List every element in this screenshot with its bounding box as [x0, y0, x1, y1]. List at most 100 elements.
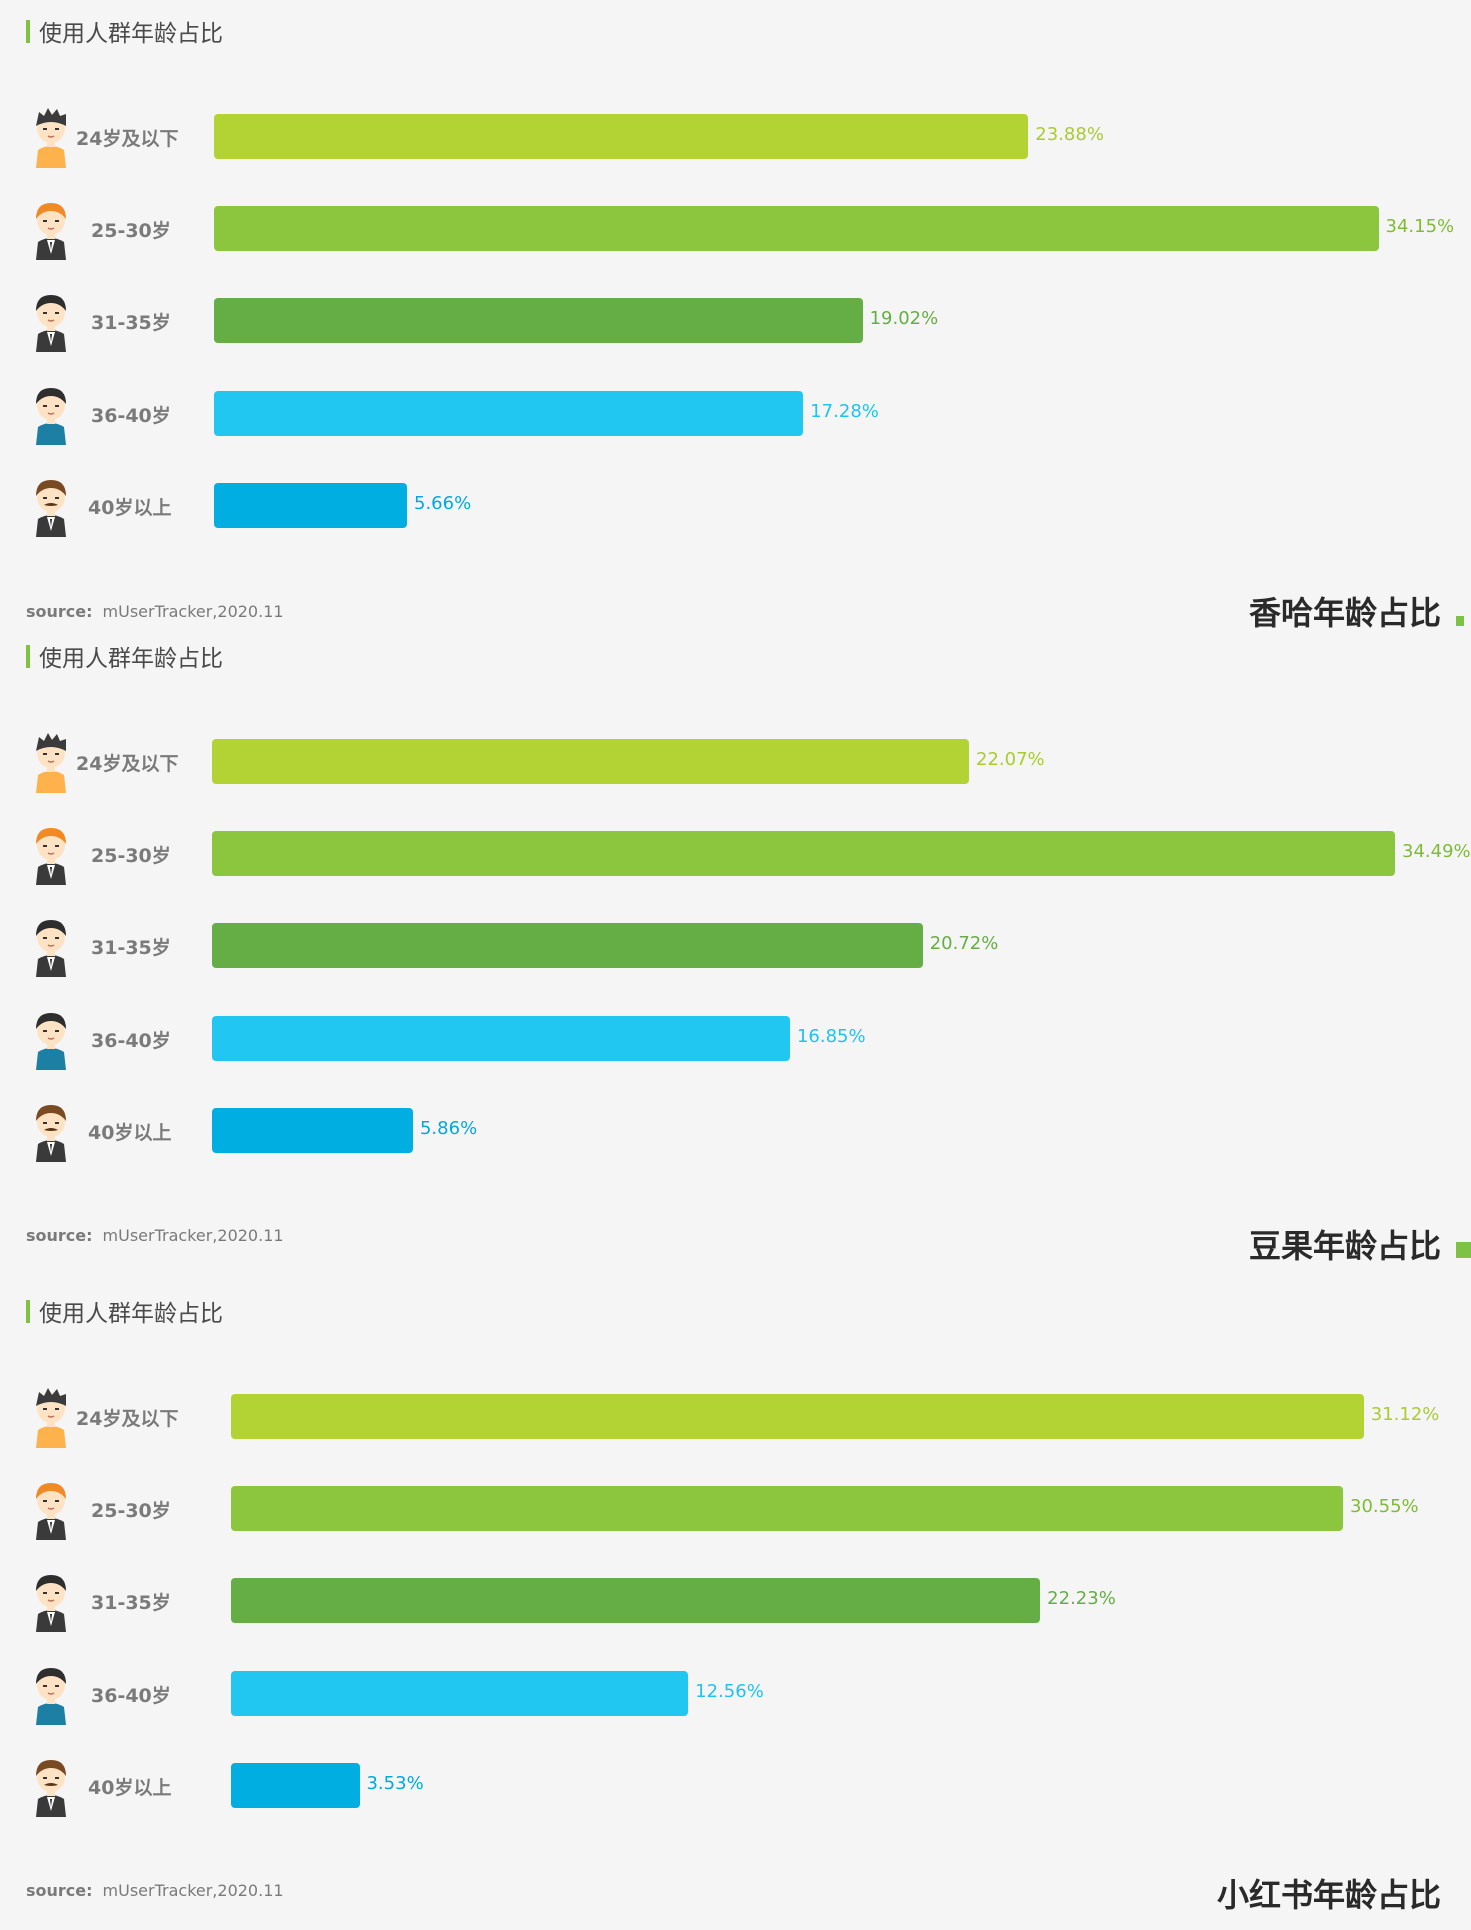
bar	[231, 1394, 1364, 1439]
value-label: 16.85%	[796, 1026, 866, 1047]
man-teal-shirt-icon	[36, 1013, 66, 1070]
edge-accent-mark	[1456, 1242, 1471, 1258]
section-title: 使用人群年龄占比	[39, 21, 223, 47]
value-label: 5.86%	[419, 1118, 478, 1139]
value-label: 19.02%	[869, 308, 939, 329]
section-header: 使用人群年龄占比	[26, 1294, 223, 1328]
bar	[214, 483, 407, 528]
bar-row: 25-30岁 34.49%	[0, 828, 1471, 885]
bar-row: 40岁以上 3.53%	[0, 1760, 1471, 1817]
bar-row: 25-30岁 30.55%	[0, 1483, 1471, 1540]
value-label: 20.72%	[929, 933, 999, 954]
value-label: 12.56%	[695, 1681, 764, 1702]
source-note: source: mUserTracker,2020.11	[26, 1226, 284, 1245]
bar	[212, 923, 923, 968]
source-text: mUserTracker,2020.11	[102, 1226, 284, 1245]
category-label: 40岁以上	[88, 497, 172, 519]
value-label: 22.07%	[976, 749, 1045, 770]
bar	[231, 1671, 689, 1716]
value-label: 34.15%	[1385, 216, 1455, 237]
boy-yellow-shirt-icon	[36, 1388, 66, 1448]
man-orange-hair-suit-icon	[36, 828, 66, 885]
category-label: 25-30岁	[91, 220, 171, 242]
bar	[214, 206, 1379, 251]
section-title: 使用人群年龄占比	[39, 646, 223, 672]
source-note: source: mUserTracker,2020.11	[26, 1881, 284, 1900]
category-label: 24岁及以下	[76, 1408, 179, 1430]
section-title: 使用人群年龄占比	[39, 1301, 223, 1327]
man-teal-shirt-icon	[36, 388, 66, 445]
category-label: 40岁以上	[88, 1777, 172, 1799]
category-label: 36-40岁	[91, 405, 171, 427]
man-dark-suit-icon	[36, 1575, 66, 1632]
header-accent-bar	[26, 19, 30, 43]
value-label: 17.28%	[810, 401, 879, 422]
bar-row: 40岁以上 5.66%	[0, 480, 1471, 537]
bar-row: 31-35岁 22.23%	[0, 1575, 1471, 1632]
man-mustache-suit-icon	[36, 1760, 66, 1817]
boy-yellow-shirt-icon	[36, 108, 66, 168]
bar	[214, 114, 1029, 159]
bar	[231, 1763, 360, 1808]
bar	[214, 298, 863, 343]
edge-accent-mark	[1456, 616, 1464, 626]
bar	[214, 391, 804, 436]
bar	[212, 1016, 790, 1061]
age-chart-panel: 使用人群年龄占比 24岁及以下 31.12% 25-30岁 30.55% 31-35岁 22…	[0, 1280, 1471, 1930]
value-label: 34.49%	[1402, 841, 1471, 862]
source-label: source:	[26, 1881, 93, 1900]
bar-row: 31-35岁 20.72%	[0, 920, 1471, 977]
chart-title: 豆果年龄占比	[1248, 1227, 1441, 1265]
bar	[212, 739, 969, 784]
header-accent-bar	[26, 1299, 30, 1323]
man-mustache-suit-icon	[36, 480, 66, 537]
category-label: 31-35岁	[91, 1592, 171, 1614]
source-label: source:	[26, 1226, 93, 1245]
man-dark-suit-icon	[36, 295, 66, 352]
category-label: 24岁及以下	[76, 753, 179, 775]
section-header: 使用人群年龄占比	[26, 14, 223, 48]
category-label: 24岁及以下	[76, 128, 179, 150]
bar	[212, 1108, 413, 1153]
category-label: 25-30岁	[91, 845, 171, 867]
category-label: 40岁以上	[88, 1122, 172, 1144]
value-label: 31.12%	[1370, 1404, 1440, 1425]
man-teal-shirt-icon	[36, 1668, 66, 1725]
bar	[231, 1486, 1343, 1531]
bar-row: 24岁及以下 31.12%	[0, 1388, 1471, 1448]
chart-title: 香哈年龄占比	[1248, 594, 1441, 632]
category-label: 25-30岁	[91, 1500, 171, 1522]
bar-row: 25-30岁 34.15%	[0, 203, 1471, 260]
source-text: mUserTracker,2020.11	[102, 602, 284, 621]
value-label: 3.53%	[366, 1773, 424, 1794]
source-label: source:	[26, 602, 93, 621]
value-label: 22.23%	[1047, 1588, 1116, 1609]
man-dark-suit-icon	[36, 920, 66, 977]
source-note: source: mUserTracker,2020.11	[26, 602, 284, 621]
bar-row: 40岁以上 5.86%	[0, 1105, 1471, 1162]
category-label: 31-35岁	[91, 937, 171, 959]
age-chart-panel: 使用人群年龄占比 24岁及以下 23.88% 25-30岁 34.15% 31-35岁 19…	[0, 0, 1471, 650]
value-label: 30.55%	[1350, 1496, 1419, 1517]
man-orange-hair-suit-icon	[36, 203, 66, 260]
bar	[231, 1578, 1041, 1623]
header-accent-bar	[26, 644, 30, 668]
category-label: 31-35岁	[91, 312, 171, 334]
man-orange-hair-suit-icon	[36, 1483, 66, 1540]
chart-title: 小红书年龄占比	[1216, 1876, 1441, 1914]
bar-row: 36-40岁 16.85%	[0, 1013, 1471, 1070]
bar-row: 31-35岁 19.02%	[0, 295, 1471, 352]
value-label: 5.66%	[414, 493, 472, 514]
man-mustache-suit-icon	[36, 1105, 66, 1162]
source-text: mUserTracker,2020.11	[102, 1881, 284, 1900]
bar-row: 24岁及以下 22.07%	[0, 733, 1471, 793]
bar	[212, 831, 1395, 876]
value-label: 23.88%	[1035, 124, 1104, 145]
section-header: 使用人群年龄占比	[26, 639, 223, 673]
category-label: 36-40岁	[91, 1030, 171, 1052]
boy-yellow-shirt-icon	[36, 733, 66, 793]
bar-row: 36-40岁 12.56%	[0, 1668, 1471, 1725]
category-label: 36-40岁	[91, 1685, 171, 1707]
bar-row: 36-40岁 17.28%	[0, 388, 1471, 445]
bar-row: 24岁及以下 23.88%	[0, 108, 1471, 168]
